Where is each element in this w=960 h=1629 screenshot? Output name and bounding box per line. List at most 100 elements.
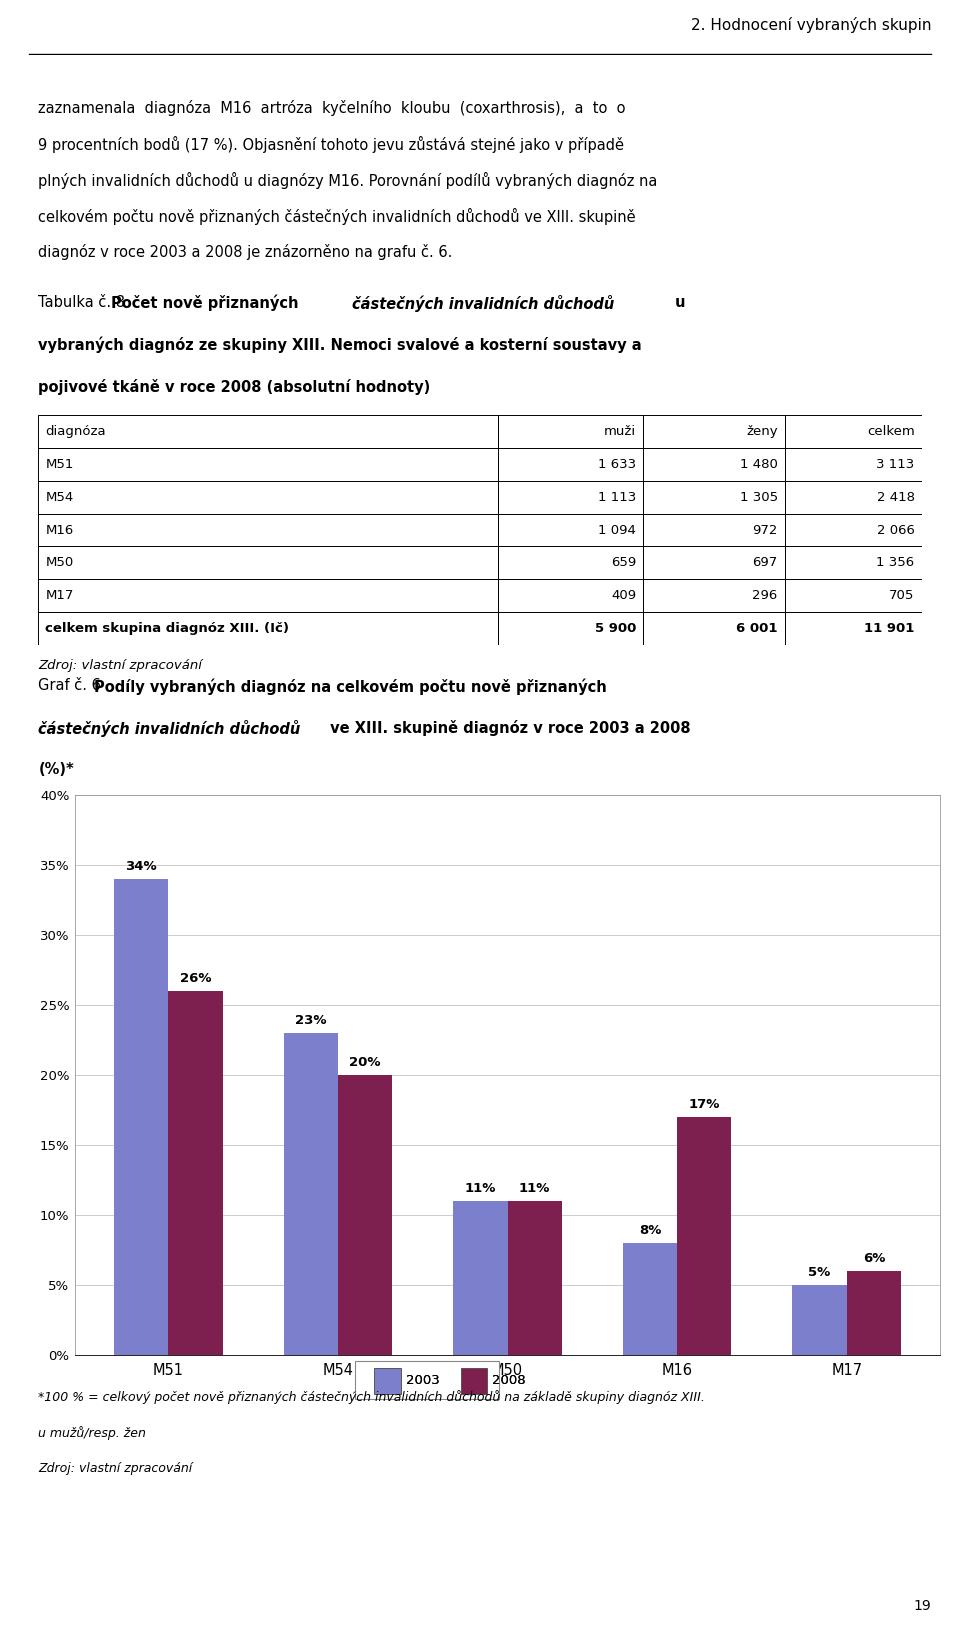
Text: muži: muži [604,425,636,438]
Text: ve XIII. skupině diagnóz v roce 2003 a 2008: ve XIII. skupině diagnóz v roce 2003 a 2… [325,720,691,736]
Bar [38,546,497,580]
Bar [784,546,922,580]
Text: u: u [670,295,685,310]
Text: 3 113: 3 113 [876,458,915,471]
Bar [643,546,784,580]
Bar [784,513,922,546]
Bar [374,1368,400,1394]
Text: Tabulka č. 8: Tabulka č. 8 [38,295,130,310]
Bar [784,448,922,481]
Text: 2008: 2008 [492,1373,526,1386]
Text: Graf č. 6: Graf č. 6 [38,678,106,692]
Bar [643,448,784,481]
Text: částečných invalidních důchodů: částečných invalidních důchodů [38,720,300,736]
Bar [461,1368,487,1394]
Text: M54: M54 [45,490,74,503]
Text: 11%: 11% [519,1183,550,1196]
Bar [338,1075,393,1355]
Text: 2003: 2003 [406,1373,440,1386]
Text: 409: 409 [612,590,636,603]
Text: 2 066: 2 066 [876,523,915,536]
Bar [497,448,643,481]
Text: 1 356: 1 356 [876,557,915,570]
Text: 5%: 5% [808,1266,830,1279]
Text: 1 305: 1 305 [739,490,778,503]
Text: 2. Hodnocení vybraných skupin: 2. Hodnocení vybraných skupin [690,16,931,33]
Bar [847,1271,901,1355]
Bar [623,1243,677,1355]
Text: ženy: ženy [746,425,778,438]
Bar [374,1368,400,1394]
Text: M51: M51 [45,458,74,471]
Bar [168,990,223,1355]
Text: M50: M50 [45,557,74,570]
Text: 6 001: 6 001 [736,622,778,635]
Bar [784,481,922,513]
Text: 659: 659 [612,557,636,570]
Text: 1 633: 1 633 [598,458,636,471]
Text: 11%: 11% [465,1183,496,1196]
Text: u mužů/resp. žen: u mužů/resp. žen [38,1425,146,1440]
Text: M16: M16 [45,523,74,536]
Text: 17%: 17% [688,1098,720,1111]
Bar [508,1201,562,1355]
Text: 5 900: 5 900 [595,622,636,635]
Bar [784,613,922,645]
Bar [114,880,168,1355]
Bar [497,613,643,645]
Text: *100 % = celkový počet nově přiznaných částečných invalidních důchodů na základě: *100 % = celkový počet nově přiznaných č… [38,1390,706,1404]
Text: diagnóz v roce 2003 a 2008 je znázorněno na grafu č. 6.: diagnóz v roce 2003 a 2008 je znázorněno… [38,244,453,261]
Bar [643,613,784,645]
Text: vybraných diagnóz ze skupiny XIII. Nemoci svalové a kosterní soustavy a: vybraných diagnóz ze skupiny XIII. Nemoc… [38,337,642,353]
Bar [38,513,497,546]
Bar [38,448,497,481]
Text: 6%: 6% [863,1253,885,1266]
Text: (%)*: (%)* [38,762,74,777]
Bar [38,613,497,645]
Bar [643,580,784,613]
Bar [497,481,643,513]
Text: Zdroj: vlastní zpracování: Zdroj: vlastní zpracování [38,660,203,673]
Bar [784,415,922,448]
Text: 697: 697 [753,557,778,570]
Bar [792,1285,847,1355]
Text: 11 901: 11 901 [864,622,915,635]
Bar [355,1360,499,1399]
Text: částečných invalidních důchodů: částečných invalidních důchodů [352,295,614,313]
Text: 1 113: 1 113 [598,490,636,503]
Bar [283,1033,338,1355]
Text: 9 procentních bodů (17 %). Objasnění tohoto jevu zůstává stejné jako v případě: 9 procentních bodů (17 %). Objasnění toh… [38,135,624,153]
Text: 2008: 2008 [492,1373,526,1386]
Text: 19: 19 [914,1598,931,1613]
Text: 2003: 2003 [406,1373,440,1386]
Text: 26%: 26% [180,973,211,986]
Text: Zdroj: vlastní zpracování: Zdroj: vlastní zpracování [38,1461,193,1474]
Text: 1 094: 1 094 [598,523,636,536]
Text: diagnóza: diagnóza [45,425,107,438]
Bar [461,1368,487,1394]
Text: celkem skupina diagnóz XIII. (Ič): celkem skupina diagnóz XIII. (Ič) [45,622,290,635]
Bar [497,415,643,448]
Bar [643,513,784,546]
Bar [643,481,784,513]
Text: 20%: 20% [349,1056,381,1069]
Bar [677,1117,732,1355]
Bar [38,481,497,513]
Text: 972: 972 [753,523,778,536]
Bar [643,415,784,448]
Bar [38,415,497,448]
Text: zaznamenala  diagnóza  M16  artróza  kyčelního  kloubu  (coxarthrosis),  a  to  : zaznamenala diagnóza M16 artróza kyčelní… [38,99,626,116]
Text: Počet nově přiznaných: Počet nově přiznaných [110,295,303,311]
Text: Podíly vybraných diagnóz na celkovém počtu nově přiznaných: Podíly vybraných diagnóz na celkovém poč… [94,678,607,694]
Text: plných invalidních důchodů u diagnózy M16. Porovnání podílů vybraných diagnóz na: plných invalidních důchodů u diagnózy M1… [38,173,658,189]
Bar [497,513,643,546]
Text: celkem: celkem [867,425,915,438]
Text: 23%: 23% [295,1015,326,1028]
Text: 8%: 8% [638,1225,661,1238]
Text: M17: M17 [45,590,74,603]
Bar [497,580,643,613]
Text: 2 418: 2 418 [876,490,915,503]
Bar [784,580,922,613]
Bar [453,1201,508,1355]
Text: celkovém počtu nově přiznaných částečných invalidních důchodů ve XIII. skupině: celkovém počtu nově přiznaných částečnýc… [38,209,636,225]
